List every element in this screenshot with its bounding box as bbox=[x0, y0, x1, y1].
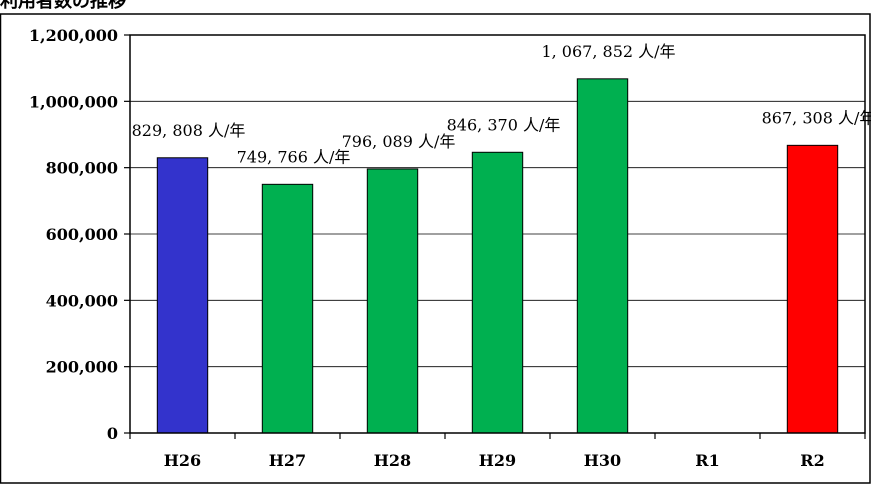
data-label-h26: 829, 808 人/年 bbox=[132, 121, 246, 140]
bar-h29 bbox=[471, 151, 524, 434]
data-label-r2: 867, 308 人/年 bbox=[762, 108, 871, 127]
axes-layer bbox=[124, 34, 866, 439]
x-tick-label: H28 bbox=[374, 451, 411, 470]
x-tick-label: H30 bbox=[584, 451, 621, 470]
y-tick-label: 600,000 bbox=[46, 225, 118, 244]
bars-layer bbox=[156, 78, 839, 434]
chart-border bbox=[0, 13, 871, 484]
x-tick-label: R1 bbox=[695, 451, 719, 470]
x-tick-label: H26 bbox=[164, 451, 201, 470]
data-label-h27: 749, 766 人/年 bbox=[237, 147, 351, 166]
y-tick-label: 800,000 bbox=[46, 159, 118, 178]
data-label-h30: 1, 067, 852 人/年 bbox=[541, 42, 675, 61]
y-tick-label: 0 bbox=[107, 424, 118, 443]
bar-h27 bbox=[261, 183, 314, 434]
y-tick-label: 1,000,000 bbox=[29, 92, 118, 111]
chart-title: 利用者数の推移 bbox=[0, 0, 126, 12]
x-tick-label: R2 bbox=[800, 451, 824, 470]
data-label-h29: 846, 370 人/年 bbox=[447, 115, 561, 134]
y-tick-label: 400,000 bbox=[46, 291, 118, 310]
bar-h28 bbox=[366, 168, 419, 434]
y-tick-label: 1,200,000 bbox=[29, 26, 118, 45]
x-tick-label: H27 bbox=[269, 451, 306, 470]
data-label-h28: 796, 089 人/年 bbox=[342, 132, 456, 151]
bar-r2 bbox=[786, 144, 839, 434]
plot-area-border bbox=[129, 34, 866, 434]
bar-h30 bbox=[576, 78, 629, 434]
bar-h26 bbox=[156, 157, 209, 434]
x-tick-label: H29 bbox=[479, 451, 516, 470]
labels-layer: 0 200,000 400,000 600,000 800,000 1,000,000 1,… bbox=[29, 26, 871, 470]
y-tick-label: 200,000 bbox=[46, 358, 118, 377]
